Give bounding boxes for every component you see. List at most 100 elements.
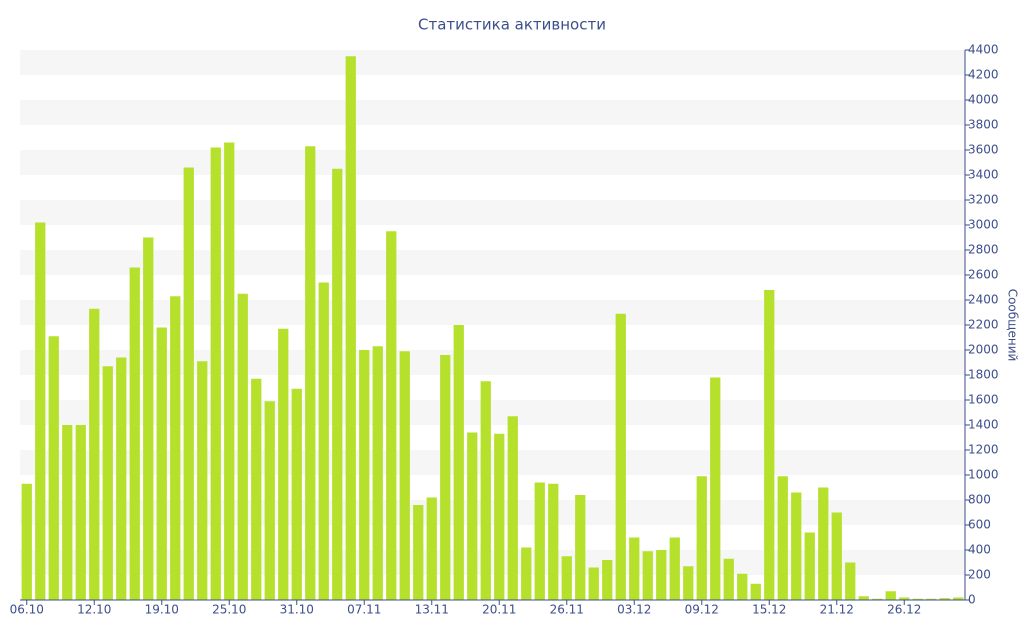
bar bbox=[899, 597, 910, 600]
y-tick-label: 1600 bbox=[968, 393, 999, 407]
bar bbox=[548, 483, 559, 600]
y-tick-label: 4200 bbox=[968, 68, 999, 82]
bar bbox=[588, 567, 599, 600]
bar bbox=[197, 361, 208, 600]
bar bbox=[318, 282, 329, 600]
y-tick-label: 3000 bbox=[968, 218, 999, 232]
y-tick-label: 4000 bbox=[968, 93, 999, 107]
bar bbox=[926, 598, 937, 600]
grid-band bbox=[20, 150, 965, 175]
y-tick-label: 200 bbox=[968, 568, 991, 582]
bar bbox=[939, 598, 950, 600]
bar bbox=[89, 308, 100, 600]
bar bbox=[656, 550, 667, 600]
bar bbox=[507, 416, 518, 600]
bar bbox=[359, 350, 370, 600]
y-tick-label: 2000 bbox=[968, 343, 999, 357]
bar bbox=[804, 532, 815, 600]
bar bbox=[953, 597, 964, 600]
bar bbox=[224, 142, 235, 600]
bar bbox=[737, 573, 748, 600]
bar bbox=[453, 325, 464, 600]
bar bbox=[345, 56, 356, 600]
bar bbox=[696, 476, 707, 600]
y-tick-label: 400 bbox=[968, 543, 991, 557]
x-tick-label: 07.11 bbox=[347, 603, 381, 617]
bar bbox=[467, 432, 478, 600]
grid-band bbox=[20, 300, 965, 325]
bar bbox=[602, 560, 613, 600]
bar bbox=[237, 293, 248, 600]
bar bbox=[669, 537, 680, 600]
bar bbox=[480, 381, 491, 600]
bar bbox=[291, 388, 302, 600]
bar bbox=[399, 351, 410, 600]
bar bbox=[251, 378, 262, 600]
bar bbox=[845, 562, 856, 600]
grid-band bbox=[20, 100, 965, 125]
bar bbox=[777, 476, 788, 600]
y-tick-label: 2200 bbox=[968, 318, 999, 332]
bar bbox=[534, 482, 545, 600]
x-tick-label: 09.12 bbox=[685, 603, 719, 617]
bar bbox=[156, 327, 167, 600]
bar bbox=[615, 313, 626, 600]
bar bbox=[102, 366, 113, 600]
bar bbox=[629, 537, 640, 600]
bar bbox=[116, 357, 127, 600]
bar bbox=[386, 231, 397, 600]
bar bbox=[764, 290, 775, 600]
bar bbox=[21, 483, 32, 600]
x-tick-label: 15.12 bbox=[752, 603, 786, 617]
bar bbox=[183, 167, 194, 600]
grid-band bbox=[20, 200, 965, 225]
x-tick-label: 12.10 bbox=[77, 603, 111, 617]
y-tick-label: 4400 bbox=[968, 43, 999, 57]
grid-band bbox=[20, 250, 965, 275]
chart-title: Статистика активности bbox=[418, 16, 606, 34]
bar bbox=[723, 558, 734, 600]
x-tick-label: 06.10 bbox=[10, 603, 44, 617]
bar bbox=[264, 401, 275, 600]
bar bbox=[440, 355, 451, 600]
y-tick-label: 1200 bbox=[968, 443, 999, 457]
y-tick-label: 800 bbox=[968, 493, 991, 507]
y-tick-label: 2600 bbox=[968, 268, 999, 282]
y-tick-label: 1800 bbox=[968, 368, 999, 382]
bar bbox=[683, 566, 694, 600]
grid-band bbox=[20, 50, 965, 75]
bar bbox=[62, 425, 73, 600]
bar bbox=[912, 598, 923, 600]
bar bbox=[413, 505, 424, 600]
y-tick-label: 600 bbox=[968, 518, 991, 532]
bar bbox=[170, 296, 181, 600]
bar bbox=[642, 551, 653, 600]
bar bbox=[561, 556, 572, 600]
bar bbox=[75, 425, 86, 600]
bar bbox=[278, 328, 289, 600]
bar bbox=[521, 547, 532, 600]
bar bbox=[48, 336, 59, 600]
bar bbox=[305, 146, 316, 600]
bar bbox=[210, 147, 221, 600]
y-axis-title: Сообщений bbox=[1006, 289, 1020, 362]
bar bbox=[858, 596, 869, 600]
y-tick-label: 3800 bbox=[968, 118, 999, 132]
y-tick-label: 2400 bbox=[968, 293, 999, 307]
bar bbox=[372, 346, 383, 600]
x-tick-label: 26.11 bbox=[550, 603, 584, 617]
bar bbox=[710, 377, 721, 600]
bar bbox=[129, 267, 140, 600]
x-tick-label: 03.12 bbox=[617, 603, 651, 617]
bar bbox=[885, 591, 896, 600]
x-tick-label: 19.10 bbox=[145, 603, 179, 617]
x-tick-label: 25.10 bbox=[212, 603, 246, 617]
x-tick-label: 20.11 bbox=[482, 603, 516, 617]
x-tick-label: 13.11 bbox=[415, 603, 449, 617]
bar bbox=[791, 492, 802, 600]
x-tick-label: 26.12 bbox=[887, 603, 921, 617]
x-tick-label: 31.10 bbox=[280, 603, 314, 617]
bar bbox=[332, 168, 343, 600]
x-tick-label: 21.12 bbox=[820, 603, 854, 617]
